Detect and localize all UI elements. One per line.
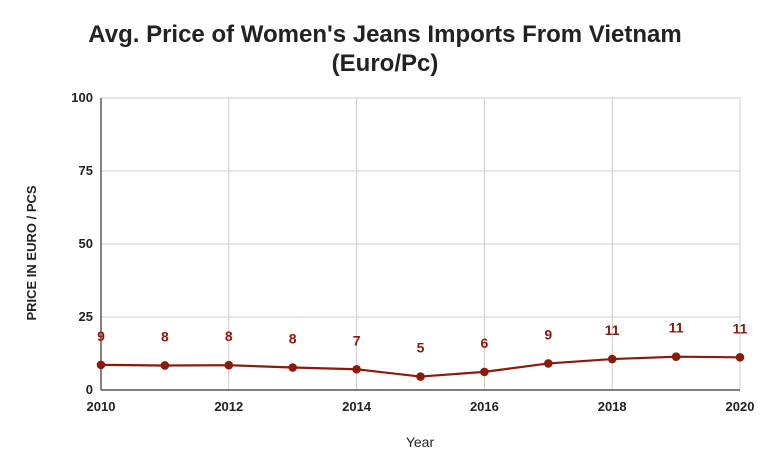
data-label: 11	[605, 322, 620, 338]
chart-title-line-1: Avg. Price of Women's Jeans Imports From…	[88, 21, 682, 48]
y-tick-label: 100	[71, 90, 93, 105]
data-label: 7	[353, 332, 361, 348]
data-point	[735, 352, 745, 362]
data-point	[480, 367, 489, 377]
data-point	[96, 360, 106, 370]
data-point	[671, 352, 681, 362]
data-label: 8	[161, 328, 169, 344]
data-label: 9	[544, 326, 552, 342]
data-label: 6	[481, 335, 489, 351]
data-point	[607, 354, 617, 364]
data-point	[160, 361, 170, 370]
x-tick-label: 2016	[470, 399, 499, 414]
data-label: 8	[289, 331, 297, 347]
data-point	[288, 363, 298, 372]
data-points	[96, 352, 745, 381]
gridlines	[101, 97, 741, 390]
data-label: 11	[733, 320, 748, 336]
x-tick-label: 2020	[726, 399, 755, 414]
data-labels: 9 8 8 8 7 5 6 9 11 11 11	[97, 320, 748, 356]
y-tick-label: 0	[86, 382, 93, 397]
data-label: 11	[669, 320, 684, 336]
data-label: 9	[97, 328, 105, 344]
y-tick-label: 25	[79, 309, 93, 324]
x-tick-label: 2018	[598, 399, 627, 414]
x-tick-label: 2014	[342, 399, 372, 414]
data-point	[416, 372, 425, 381]
chart-title-line-2: (Euro/Pc)	[331, 50, 439, 77]
data-label: 8	[225, 328, 233, 344]
data-point	[352, 364, 361, 374]
x-tick-label: 2010	[87, 399, 116, 414]
data-label: 5	[417, 340, 425, 356]
x-tick-label: 2012	[214, 399, 243, 414]
axes	[100, 98, 740, 391]
y-tick-label: 75	[79, 163, 93, 178]
data-point	[224, 360, 234, 370]
y-axis-label: PRICE IN EURO / PCS	[24, 185, 39, 320]
data-point	[544, 359, 553, 368]
x-axis-label: Year	[406, 434, 435, 450]
y-tick-label: 50	[79, 236, 93, 251]
